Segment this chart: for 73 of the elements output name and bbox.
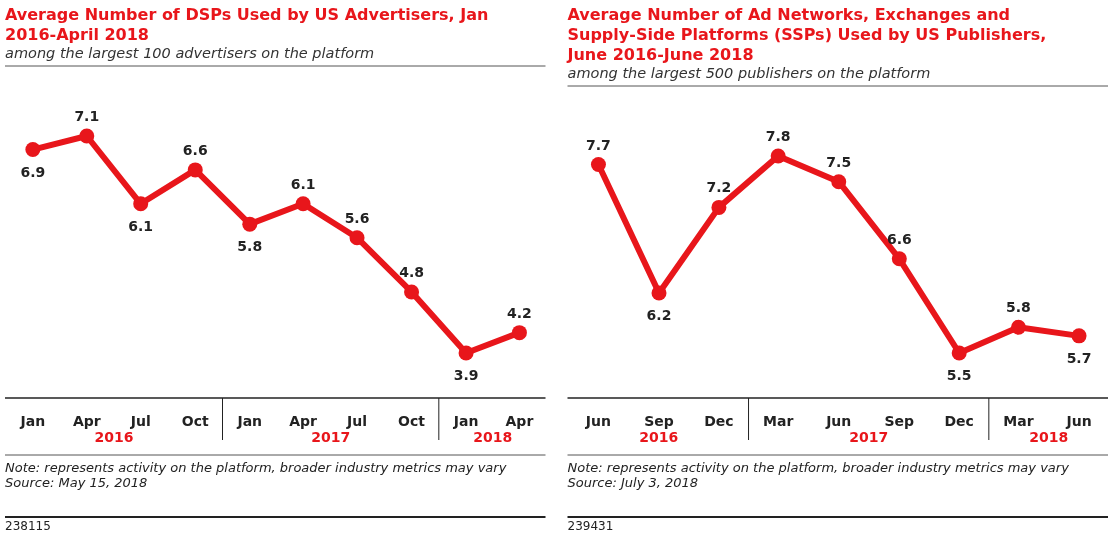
point [295, 196, 311, 212]
chart-subtitle: among the largest 100 advertisers on the platform [5, 45, 375, 61]
x-tick-label: Oct [398, 413, 426, 429]
data-label: 7.7 [586, 136, 611, 153]
x-tick-label: Jun [825, 413, 852, 429]
data-label: 5.6 [344, 209, 370, 226]
data-label: 6.6 [886, 230, 912, 247]
source-note: Source: July 3, 2018 [567, 475, 699, 490]
text: 2018 [473, 429, 513, 445]
x-tick-label: Mar [1003, 413, 1034, 429]
chart-title: Average Number of DSPs Used by US Advertisers, Jan 2016-April 2018 [5, 5, 489, 44]
point [133, 196, 149, 212]
text: Note: represents activity on the platform, broader industry metrics may vary [5, 460, 507, 475]
x-tick-label: Jun [1065, 413, 1092, 429]
data-label: 6.1 [290, 175, 316, 192]
point [404, 284, 420, 300]
data-label: 5.8 [237, 238, 263, 255]
point [711, 199, 727, 215]
x-tick-label: Jan [236, 413, 263, 429]
point [831, 174, 847, 190]
source-note: Source: May 15, 2018 [5, 475, 148, 490]
point [511, 325, 527, 341]
x-tick-label: Jan [19, 413, 46, 429]
point [458, 345, 474, 361]
data-label: 6.2 [646, 307, 672, 324]
x-tick-label: Mar [763, 413, 794, 429]
point [590, 157, 606, 173]
x-tick-label: Sep [644, 413, 674, 429]
point [770, 148, 786, 164]
data-label: 7.1 [74, 108, 100, 124]
x-tick-label: Apr [289, 413, 318, 429]
point [242, 216, 258, 232]
chart-title: Average Number of Ad Networks, Exchanges and Supply-Side Platforms (SSPs) Used by US Publishers, June 2016-June 2018 [566, 5, 1047, 64]
x-tick-label: Dec [704, 413, 734, 429]
point [349, 230, 365, 246]
text: 2017 [849, 429, 889, 445]
data-label: 7.2 [706, 179, 732, 196]
data-label: 5.5 [946, 367, 972, 383]
point [1010, 319, 1026, 335]
text: 2016 [639, 429, 679, 445]
x-tick-label: Apr [505, 413, 534, 429]
data-label: 7.5 [826, 153, 852, 170]
data-label: 3.9 [453, 367, 479, 383]
point [25, 142, 41, 158]
text: 2018 [1029, 429, 1069, 445]
point [79, 128, 95, 144]
chart-subtitle: among the largest 500 publishers on the platform [567, 65, 931, 81]
data-label: 6.1 [128, 217, 154, 234]
text: Note: represents activity on the platform, broader industry metrics may vary [567, 460, 1070, 475]
x-tick-label: Sep [884, 413, 915, 429]
data-label: 6.9 [20, 163, 46, 180]
text: 2016 [94, 429, 134, 445]
x-tick-label: Jan [452, 413, 479, 429]
point [651, 285, 667, 301]
point [187, 162, 203, 178]
text: 239431 [567, 519, 614, 533]
x-tick-label: Jul [129, 413, 151, 429]
text: 238115 [5, 519, 51, 533]
point [951, 345, 967, 361]
data-label: 4.2 [507, 304, 532, 321]
data-label: 6.6 [182, 141, 208, 158]
data-label: 4.8 [399, 263, 424, 280]
x-tick-label: Dec [944, 413, 974, 429]
x-tick-label: Oct [181, 413, 209, 429]
x-tick-label: Apr [72, 413, 101, 429]
point [1071, 328, 1087, 344]
x-tick-label: Jun [584, 413, 612, 429]
data-label: 5.7 [1066, 349, 1092, 366]
point [891, 251, 907, 267]
data-label: 5.8 [1006, 299, 1031, 316]
x-tick-label: Jul [346, 413, 368, 429]
data-label: 7.8 [765, 128, 791, 144]
text: 2017 [311, 429, 351, 445]
